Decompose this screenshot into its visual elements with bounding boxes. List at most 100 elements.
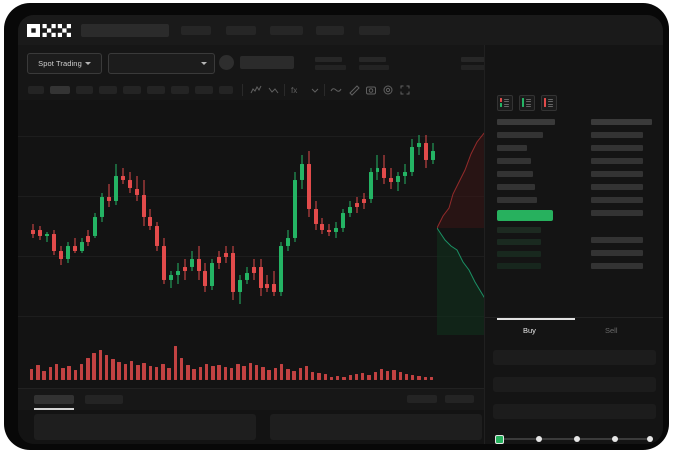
timeframe-2[interactable] xyxy=(50,86,70,94)
orderbook-ask-row[interactable] xyxy=(497,197,537,203)
volume-bar xyxy=(98,349,103,380)
candle xyxy=(100,192,105,222)
bottom-panel-right[interactable] xyxy=(270,414,482,440)
orderbook-bid-row[interactable] xyxy=(497,251,541,257)
orderbook-rows[interactable] xyxy=(485,117,663,310)
recent-trade-row[interactable] xyxy=(591,145,643,151)
orderbook-bids-icon[interactable] xyxy=(519,95,535,111)
orderbook-ask-row[interactable] xyxy=(497,158,531,164)
orderbook-bid-row[interactable] xyxy=(497,239,541,245)
orderbook-mixed-icon[interactable] xyxy=(497,95,513,111)
volume-bar xyxy=(348,375,352,380)
trading-pair-select[interactable] xyxy=(108,53,215,74)
orderbook-asks-icon[interactable] xyxy=(541,95,557,111)
recent-trade-row[interactable] xyxy=(591,158,643,164)
candle xyxy=(72,238,77,253)
recent-trade-row[interactable] xyxy=(591,250,643,256)
volume-bar xyxy=(92,352,96,380)
search-input[interactable] xyxy=(81,24,169,37)
volume-bar xyxy=(173,346,178,380)
okx-logo[interactable] xyxy=(27,24,71,37)
timeframe-5[interactable] xyxy=(123,86,141,94)
candle xyxy=(265,275,270,292)
trades-header[interactable] xyxy=(591,119,652,125)
slider-step-25[interactable] xyxy=(536,436,542,442)
candle xyxy=(114,163,118,206)
candlestick-series xyxy=(18,100,484,335)
nav-item-2[interactable] xyxy=(226,26,256,35)
candle xyxy=(423,134,428,168)
stat-last-price xyxy=(315,57,346,70)
candle xyxy=(134,176,139,201)
timeframe-4[interactable] xyxy=(99,86,117,94)
volume-bar xyxy=(54,363,59,380)
timeframe-7[interactable] xyxy=(171,86,189,94)
candle xyxy=(148,209,153,230)
price-field[interactable] xyxy=(493,350,656,365)
orderbook-ask-row[interactable] xyxy=(497,132,543,138)
volume-bar xyxy=(329,377,334,380)
volume-bar xyxy=(198,367,203,380)
spot-trading-button[interactable]: Spot Trading xyxy=(27,53,102,74)
candle xyxy=(286,229,291,251)
bottom-action-2[interactable] xyxy=(445,395,474,403)
orderbook-ask-row[interactable] xyxy=(497,171,533,177)
orderbook-bid-row[interactable] xyxy=(497,263,541,269)
recent-trade-row[interactable] xyxy=(591,210,643,216)
line-chart-icon[interactable] xyxy=(250,84,262,96)
nav-item-1[interactable] xyxy=(181,26,211,35)
nav-item-3[interactable] xyxy=(270,26,303,35)
volume-bar xyxy=(404,374,409,380)
recent-trade-row[interactable] xyxy=(591,184,643,190)
recent-trade-row[interactable] xyxy=(591,132,643,138)
wave-icon[interactable] xyxy=(330,84,342,96)
tab-buy[interactable]: Buy xyxy=(523,326,536,335)
nav-item-4[interactable] xyxy=(316,26,344,35)
recent-trade-row[interactable] xyxy=(591,171,643,177)
amount-field[interactable] xyxy=(493,377,656,392)
total-field[interactable] xyxy=(493,404,656,419)
timeframe-6[interactable] xyxy=(147,86,165,94)
amount-percent-slider[interactable] xyxy=(495,433,654,444)
indicator-icon[interactable]: fx xyxy=(290,84,302,96)
orderbook-bid-row[interactable] xyxy=(497,227,541,233)
orderbook-header-left[interactable] xyxy=(497,119,555,125)
settings-gear-icon[interactable] xyxy=(382,84,394,96)
candle xyxy=(320,217,325,235)
slider-step-100[interactable] xyxy=(647,436,653,442)
volume-bar xyxy=(286,369,290,380)
timeframe-9[interactable] xyxy=(219,86,233,94)
ruler-icon[interactable] xyxy=(348,84,360,96)
bottom-tab-1[interactable] xyxy=(34,395,74,404)
timeframe-8[interactable] xyxy=(195,86,213,94)
fullscreen-icon[interactable] xyxy=(399,84,411,96)
orderbook-ask-row[interactable] xyxy=(497,184,535,190)
timeframe-3[interactable] xyxy=(76,86,93,94)
candle xyxy=(127,171,132,193)
bottom-action-1[interactable] xyxy=(407,395,437,403)
bottom-tab-2[interactable] xyxy=(85,395,123,404)
timeframe-1[interactable] xyxy=(28,86,44,94)
recent-trade-row[interactable] xyxy=(591,237,643,243)
slider-step-50[interactable] xyxy=(574,436,580,442)
candle-chart-icon[interactable] xyxy=(268,84,280,96)
bottom-panel-left[interactable] xyxy=(34,414,256,440)
chevron-down-icon[interactable] xyxy=(309,84,321,96)
nav-item-5[interactable] xyxy=(359,26,390,35)
slider-handle[interactable] xyxy=(495,434,504,444)
price-chart[interactable] xyxy=(18,100,497,388)
candle xyxy=(107,184,112,208)
volume-bar xyxy=(398,372,402,380)
tab-sell[interactable]: Sell xyxy=(605,326,618,335)
orderbook-spread-row[interactable] xyxy=(497,210,553,221)
toolbar-divider xyxy=(324,84,325,96)
candle xyxy=(409,138,414,177)
volume-series xyxy=(18,335,484,388)
candle xyxy=(175,263,180,284)
recent-trade-row[interactable] xyxy=(591,197,643,203)
slider-step-75[interactable] xyxy=(612,436,618,442)
candle xyxy=(31,223,36,239)
camera-icon[interactable] xyxy=(365,84,377,96)
orderbook-ask-row[interactable] xyxy=(497,145,527,151)
recent-trade-row[interactable] xyxy=(591,263,643,269)
